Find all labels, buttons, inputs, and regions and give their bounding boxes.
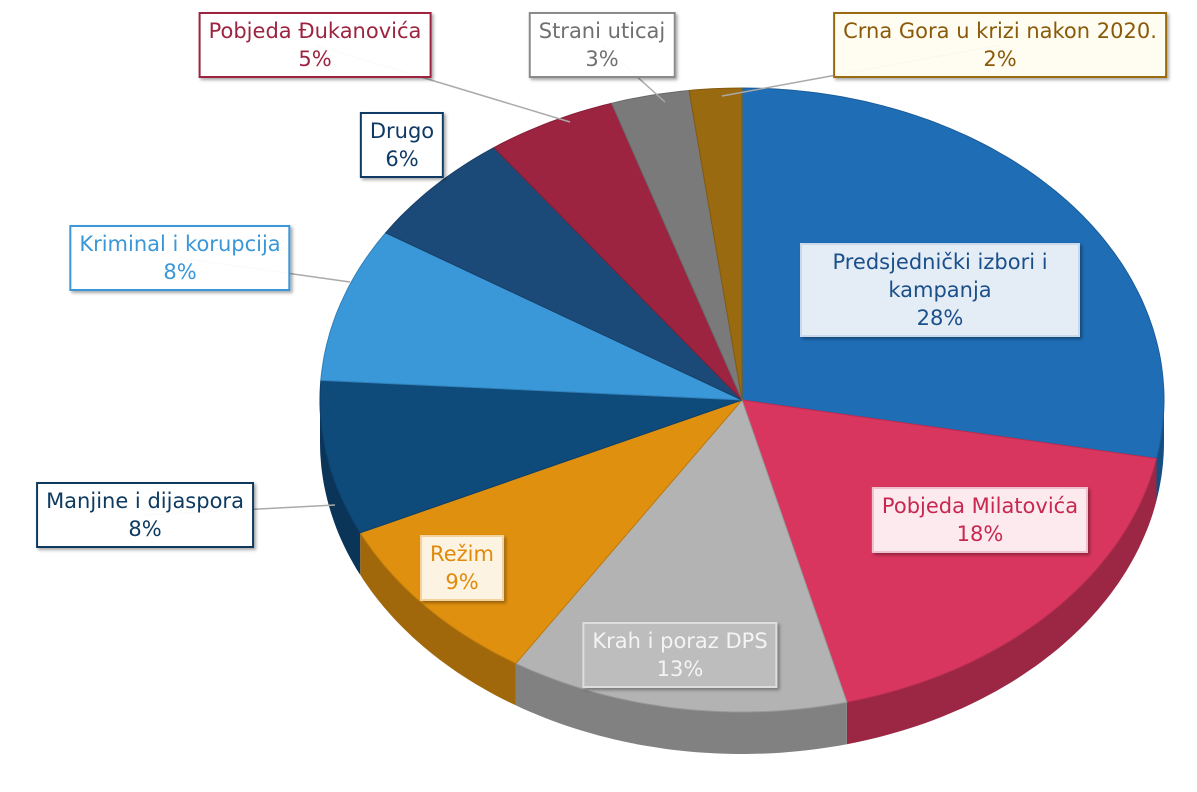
label-name: Pobjeda Milatovića (881, 494, 1079, 518)
slice (610, 89, 743, 401)
slice (688, 87, 743, 401)
label-value: 28% (916, 306, 964, 330)
data-label: Manjine i dijaspora 8% (36, 482, 254, 548)
data-label: Režim 9% (420, 535, 504, 601)
label-value: 5% (298, 47, 332, 71)
data-label: Pobjeda Đukanovića 5% (198, 12, 432, 78)
slice-side (1156, 400, 1164, 501)
label-value: 9% (445, 570, 479, 594)
label-name: Strani uticaj (538, 19, 666, 43)
data-label: Kriminal i korupcija 8% (69, 225, 291, 291)
slice-side (360, 532, 516, 706)
slice-side (846, 458, 1157, 745)
label-name: Drugo (369, 119, 435, 143)
label-name: Predsjednički izbori i kampanja (832, 250, 1048, 302)
slice-side (515, 663, 847, 754)
data-label: Drugo 6% (359, 112, 445, 178)
data-label: Predsjednički izbori i kampanja 28% (800, 243, 1080, 337)
label-value: 3% (585, 47, 619, 71)
label-value: 2% (983, 47, 1017, 71)
slice (384, 146, 743, 401)
label-value: 18% (956, 522, 1004, 546)
label-value: 8% (163, 260, 197, 284)
slice-side (320, 400, 361, 575)
data-label: Krah i poraz DPS 13% (582, 622, 778, 688)
label-name: Režim (430, 542, 494, 566)
slice (493, 102, 743, 401)
data-label: Pobjeda Milatovića 18% (871, 487, 1089, 553)
label-name: Pobjeda Đukanovića (208, 19, 422, 43)
data-label: Crna Gora u krizi nakon 2020. 2% (833, 12, 1167, 78)
label-name: Manjine i dijaspora (46, 489, 244, 513)
label-name: Crna Gora u krizi nakon 2020. (843, 19, 1157, 43)
data-label: Strani uticaj 3% (528, 12, 676, 78)
label-name: Krah i poraz DPS (592, 629, 768, 653)
label-value: 8% (128, 517, 162, 541)
slice (320, 232, 743, 401)
label-name: Kriminal i korupcija (79, 232, 281, 256)
slice (319, 379, 743, 534)
label-value: 13% (656, 657, 704, 681)
label-value: 6% (385, 147, 419, 171)
